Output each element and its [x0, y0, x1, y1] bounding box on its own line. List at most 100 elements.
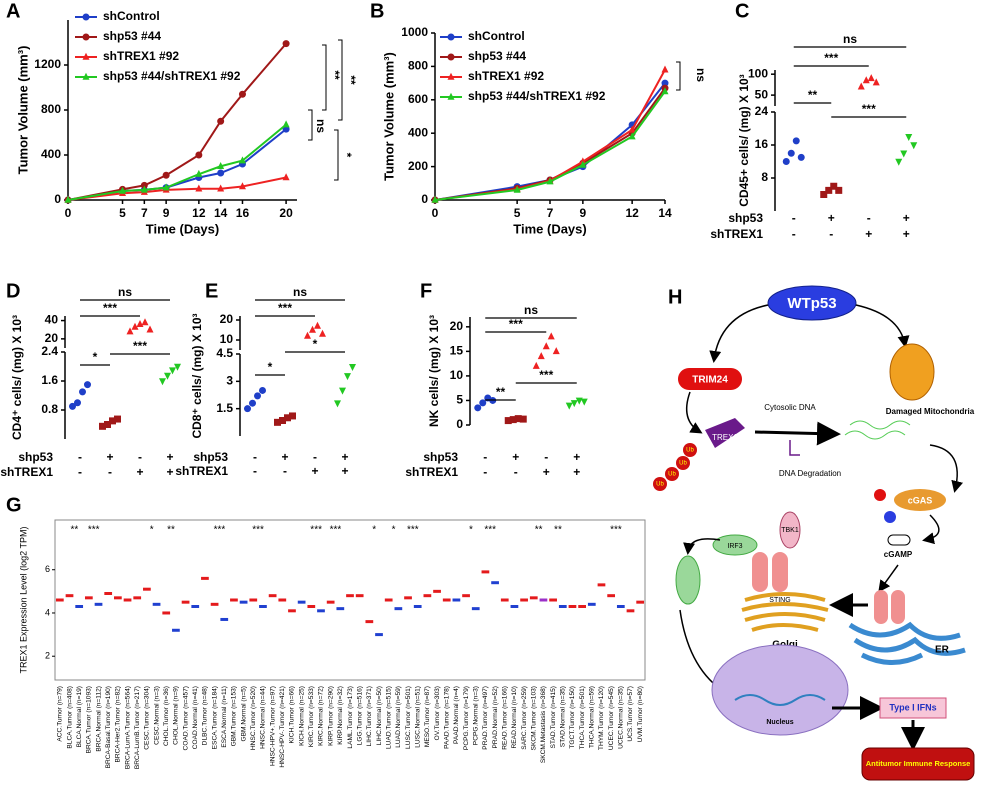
data-point	[479, 399, 487, 407]
data-point	[217, 162, 225, 170]
series-line	[67, 42, 287, 201]
tbk1-text: TBK1	[781, 527, 799, 534]
tbk1-node	[779, 511, 801, 549]
row-value: -	[829, 227, 833, 241]
trex1-shape	[705, 418, 745, 448]
data-point	[169, 367, 176, 375]
significance: ns	[314, 119, 328, 133]
x-tick-label: PCPG.Normal (n=3)	[472, 686, 479, 745]
y-tick-label: 100	[748, 66, 768, 80]
x-tick-label: GBM.Normal (n=5)	[240, 686, 247, 742]
row-value: +	[543, 465, 550, 479]
data-point	[164, 372, 171, 380]
x-tick-label: HNSC.Normal (n=44)	[260, 686, 267, 749]
data-point	[74, 399, 81, 407]
y-tick-label: 1.6	[41, 373, 58, 387]
data-point	[195, 169, 203, 177]
data-point	[575, 397, 583, 405]
data-point	[84, 381, 91, 389]
cgas-text: cGAS	[908, 495, 933, 505]
data-point	[174, 363, 181, 371]
x-tick-label: BRCA-LumB.Tumor (n=217)	[134, 686, 141, 769]
mitochondria	[889, 343, 935, 401]
row-value: +	[166, 450, 173, 464]
x-tick-label: 20	[279, 206, 293, 220]
arrow	[685, 391, 703, 434]
golgi	[741, 592, 829, 632]
x-tick-label: PCPG.Tumor (n=179)	[463, 686, 470, 750]
y-tick-label: 1200	[34, 57, 61, 71]
x-tick-label: SARC.Tumor (n=259)	[521, 686, 528, 750]
row-label: shp53	[728, 211, 763, 225]
significance: **	[167, 525, 175, 536]
sting-shape	[891, 590, 905, 624]
row-value: -	[283, 464, 287, 478]
significance: ***	[88, 525, 100, 536]
significance: ns	[694, 68, 708, 82]
cgamp-icon	[887, 534, 911, 546]
x-tick-label: GBM.Tumor (n=153)	[231, 686, 238, 746]
data-point	[217, 169, 225, 177]
data-point	[254, 392, 262, 400]
data-point	[513, 185, 521, 193]
panel-label: A	[6, 0, 20, 22]
x-tick-label: CESC.Tumor (n=304)	[144, 686, 151, 750]
data-point	[661, 87, 669, 95]
data-point	[792, 137, 800, 145]
x-tick-label: KIRP.Tumor (n=290)	[327, 686, 334, 746]
y-axis-label: NK cells/ (mg) X 10³	[427, 315, 441, 427]
y-tick-label: 20	[220, 312, 234, 326]
antitumor-box	[861, 747, 975, 781]
bracket	[676, 61, 681, 91]
data-point	[782, 158, 790, 166]
x-tick-label: BRCA.Normal (n=112)	[95, 686, 102, 752]
significance: *	[340, 153, 354, 158]
ifn-text: Type I IFNs	[889, 702, 936, 712]
arrow	[929, 444, 964, 493]
trim24-node	[678, 368, 742, 390]
data-point	[565, 402, 573, 410]
significance: ***	[824, 51, 838, 65]
legend-label: shp53 #44/shTREX1 #92	[103, 69, 241, 83]
data-point	[542, 342, 550, 350]
significance: *	[150, 525, 154, 536]
legend-marker	[82, 72, 90, 80]
data-point	[195, 151, 203, 159]
plot-frame	[54, 519, 646, 681]
x-tick-label: ACC.Tumor (n=79)	[57, 686, 64, 742]
data-point	[546, 177, 554, 185]
row-label: shTREX1	[0, 465, 53, 479]
data-point	[79, 388, 86, 396]
x-tick-label: ESCA.Tumor (n=184)	[211, 686, 218, 749]
trim24-text: TRIM24	[692, 375, 728, 386]
data-point	[114, 415, 121, 423]
arrow	[855, 304, 910, 348]
y-axis-label: CD45+ cells/ (mg) X 10³	[737, 74, 751, 206]
data-point	[259, 386, 266, 394]
bracket	[308, 109, 313, 141]
legend-label: shTREX1 #92	[468, 69, 544, 83]
y-tick-label: 0	[421, 192, 428, 206]
row-value: +	[166, 465, 173, 479]
x-tick-label: CHOL.Normal (n=9)	[173, 686, 180, 745]
arrow	[789, 440, 800, 456]
bracket	[334, 129, 339, 181]
y-tick-label: 4	[45, 607, 50, 617]
y-tick-label: 1000	[401, 25, 428, 39]
data-point	[872, 78, 880, 86]
cytosolic-dna-text: Cytosolic DNA	[764, 403, 816, 412]
row-value: -	[792, 227, 796, 241]
data-point	[282, 120, 290, 128]
ub-chain: Ub Ub Ub Ub	[653, 443, 697, 491]
bracket	[338, 39, 343, 121]
significance: **	[808, 88, 818, 102]
bracket	[322, 44, 327, 111]
x-tick-label: KICH.Tumor (n=66)	[289, 686, 296, 743]
significance: ns	[118, 285, 132, 299]
x-tick-label: SKCM.Metastasis (n=368)	[540, 686, 547, 763]
series-line	[67, 123, 287, 201]
x-tick-label: BRCA-Her2.Tumor (n=82)	[115, 686, 122, 763]
significance: ***	[252, 525, 264, 536]
